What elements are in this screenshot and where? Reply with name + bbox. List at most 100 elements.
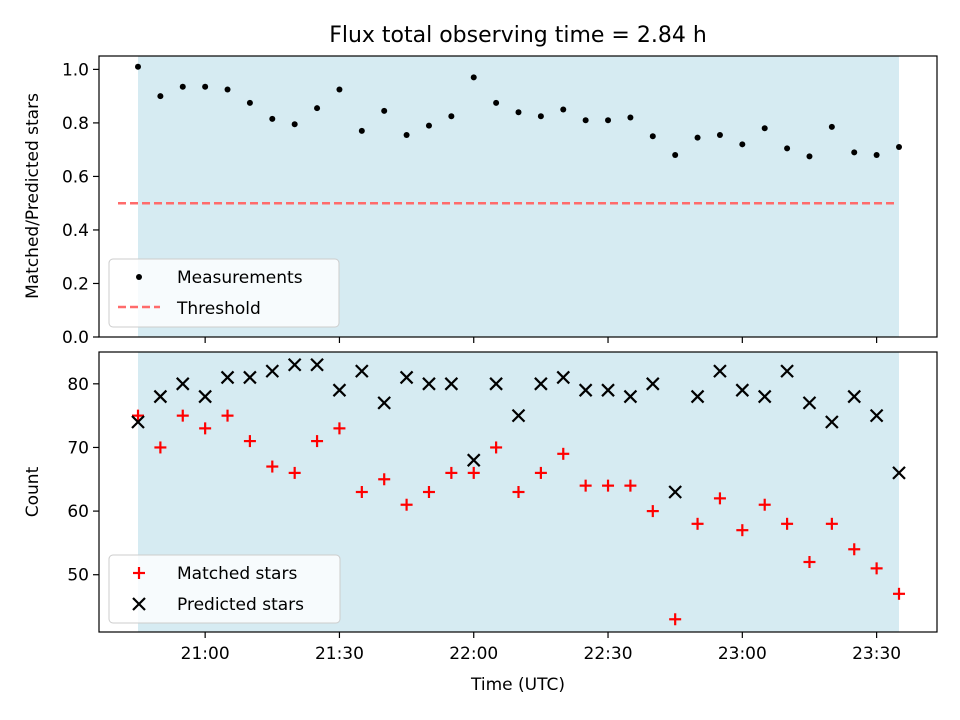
y-tick-label: 0.6 [62, 167, 89, 187]
matched-star-point [736, 524, 749, 537]
legend-label-predicted: Predicted stars [177, 595, 304, 615]
predicted-star-point [869, 408, 884, 423]
top-x-tick-marks [204, 337, 878, 343]
matched-star-point [490, 441, 503, 454]
matched-star-point [445, 466, 458, 479]
top-legend: Measurements Threshold [108, 258, 340, 328]
measurement-point [135, 63, 141, 70]
matched-star-points [132, 409, 905, 626]
predicted-star-point [310, 357, 324, 372]
bottom-y-ticks: 50 60 70 80 [67, 375, 99, 586]
predicted-star-point [623, 389, 638, 404]
measurement-point [672, 152, 679, 159]
bottom-legend-box [108, 554, 341, 624]
x-axis-label: Time (UTC) [470, 675, 565, 695]
matched-star-point [758, 498, 771, 511]
matched-star-point [713, 492, 726, 505]
y-tick-label: 1.0 [62, 60, 89, 80]
matched-star-point [848, 543, 861, 556]
predicted-star-point [265, 364, 280, 378]
predicted-star-point [355, 364, 369, 378]
measurement-point [179, 83, 186, 90]
top-y-axis-label: Matched/Predicted stars [23, 93, 43, 299]
measurement-point [694, 134, 701, 141]
predicted-star-point [489, 377, 503, 391]
matched-star-point [378, 473, 391, 486]
predicted-star-point [243, 370, 257, 385]
bottom-legend: Matched stars Predicted stars [108, 554, 341, 624]
measurement-points [135, 63, 902, 160]
predicted-star-point [444, 377, 459, 391]
matched-star-point [579, 479, 592, 492]
matched-star-point [199, 422, 212, 435]
predicted-star-point [601, 383, 615, 397]
matched-star-point [691, 517, 704, 530]
top-axes-frame [98, 55, 938, 338]
measurement-point [403, 131, 410, 138]
measurement-point [537, 113, 544, 120]
predicted-star-point [578, 383, 593, 397]
y-tick-label: 0.0 [62, 328, 89, 348]
measurement-point [515, 109, 522, 116]
predicted-star-point [690, 389, 705, 404]
predicted-star-point [175, 377, 190, 391]
y-tick-label: 0.8 [62, 114, 89, 134]
top-legend-box [108, 258, 340, 328]
measurement-point [291, 121, 298, 128]
legend-x-marker [132, 597, 146, 611]
measurement-point [716, 131, 723, 138]
matched-star-point [266, 460, 279, 473]
measurement-point [761, 125, 768, 132]
legend-dot-marker [136, 274, 142, 280]
predicted-star-point [220, 370, 235, 385]
y-tick-label: 70 [67, 438, 89, 458]
matched-star-point [288, 466, 301, 479]
legend-label-matched: Matched stars [177, 564, 297, 584]
y-tick-label: 80 [67, 375, 89, 395]
matched-star-point [624, 479, 637, 492]
predicted-star-point [780, 364, 794, 378]
bottom-axes-frame [98, 351, 938, 633]
measurement-point [493, 99, 500, 106]
predicted-star-point [198, 389, 212, 404]
x-tick-label: 23:00 [718, 644, 767, 664]
measurement-point [425, 122, 432, 129]
measurement-point [851, 149, 858, 156]
matched-star-point [534, 466, 547, 479]
matched-star-point [221, 409, 234, 422]
measurement-point [381, 107, 388, 114]
predicted-star-point [847, 389, 862, 404]
measurement-point [649, 133, 656, 140]
predicted-star-point [466, 453, 481, 467]
predicted-star-point [377, 396, 391, 410]
measurement-point [896, 143, 902, 150]
measurement-point [605, 117, 612, 124]
matched-star-point [176, 409, 189, 422]
chart-title: Flux total observing time = 2.84 h [329, 23, 707, 48]
x-tick-label: 22:30 [584, 644, 633, 664]
matched-star-point [646, 505, 659, 518]
legend-plus-marker [133, 567, 145, 579]
predicted-star-point [332, 383, 347, 397]
y-tick-label: 50 [67, 566, 89, 586]
matched-star-point [311, 435, 324, 448]
x-tick-label: 21:00 [181, 644, 230, 664]
matched-star-point [333, 422, 346, 435]
y-tick-label: 60 [67, 502, 89, 522]
bottom-y-axis-label: Count [23, 466, 43, 517]
matched-star-point [355, 486, 368, 498]
matched-star-point [243, 435, 256, 448]
x-tick-label: 23:30 [852, 644, 901, 664]
matched-star-point [512, 486, 525, 498]
predicted-star-point [735, 383, 750, 397]
matched-star-point [400, 498, 413, 511]
bottom-x-ticks: 21:00 21:30 22:00 22:30 23:00 23:30 [181, 632, 901, 664]
predicted-star-point [825, 415, 839, 429]
x-tick-label: 21:30 [315, 644, 364, 664]
predicted-star-point [802, 396, 817, 410]
predicted-star-point [556, 370, 571, 385]
matched-star-point [467, 466, 480, 479]
matched-star-point [154, 441, 167, 454]
